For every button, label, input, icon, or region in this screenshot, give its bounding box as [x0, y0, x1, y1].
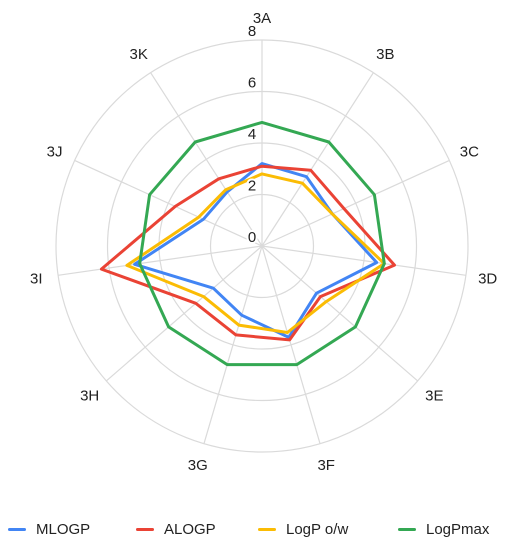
category-label-3I: 3I	[30, 270, 43, 287]
category-label-3E: 3E	[425, 387, 443, 404]
radar-grid	[55, 39, 469, 453]
tick-label-0: 0	[248, 229, 256, 246]
category-label-3J: 3J	[47, 143, 63, 160]
legend-swatch-mlogp	[8, 527, 26, 531]
tick-label-8: 8	[248, 23, 256, 40]
radial-tick-labels: 0 2 4 6 8	[246, 21, 258, 248]
category-label-3K: 3K	[130, 46, 148, 63]
spoke-3B	[261, 72, 374, 247]
spoke-3E	[261, 245, 419, 382]
spoke-3D	[261, 245, 466, 276]
spoke-3I	[58, 245, 263, 276]
category-label-3F: 3F	[317, 457, 335, 474]
category-label-3A: 3A	[253, 10, 271, 27]
radar-series	[99, 120, 396, 367]
category-label-3D: 3D	[478, 270, 497, 287]
series-line-2	[125, 172, 386, 334]
legend: MLOGP ALOGP LogP o/w LogPmax	[0, 516, 524, 542]
spoke-3F	[261, 245, 321, 444]
tick-label-6: 6	[248, 75, 256, 92]
category-label-3B: 3B	[376, 46, 394, 63]
legend-swatch-logp-ow	[258, 527, 276, 531]
spoke-3J	[74, 159, 263, 247]
spoke-3K	[150, 72, 263, 247]
legend-swatch-alogp	[136, 527, 154, 531]
category-label-3G: 3G	[188, 457, 208, 474]
legend-label-logp-ow: LogP o/w	[286, 520, 349, 538]
series-line-1	[99, 164, 396, 342]
legend-item-logp-ow[interactable]: LogP o/w	[258, 516, 348, 542]
spoke-3H	[105, 245, 263, 382]
category-label-3C: 3C	[460, 143, 479, 160]
legend-swatch-logpmax	[398, 527, 416, 531]
category-labels: 3A 3B 3C 3D 3E 3F 3G 3H 3I 3J 3K	[30, 10, 497, 474]
legend-label-mlogp: MLOGP	[36, 520, 91, 538]
tick-label-4: 4	[248, 126, 256, 143]
spoke-3G	[203, 245, 263, 444]
legend-item-logpmax[interactable]: LogPmax	[398, 516, 489, 542]
series-line-3	[138, 120, 386, 367]
legend-label-alogp: ALOGP	[164, 520, 216, 538]
category-label-3H: 3H	[80, 387, 99, 404]
legend-item-mlogp[interactable]: MLOGP	[8, 516, 90, 542]
legend-item-alogp[interactable]: ALOGP	[136, 516, 216, 542]
spoke-3C	[261, 159, 450, 247]
tick-label-2: 2	[248, 178, 256, 195]
legend-label-logpmax: LogPmax	[426, 520, 490, 538]
